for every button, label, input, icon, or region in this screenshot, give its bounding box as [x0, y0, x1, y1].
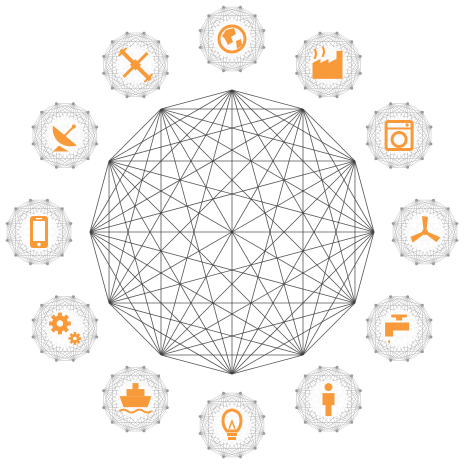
smartphone-icon	[30, 216, 48, 248]
mesh-edge	[108, 302, 162, 356]
person-icon	[322, 383, 335, 417]
node-washing-machine	[365, 102, 433, 169]
mesh-edge	[160, 89, 233, 110]
node-gears	[31, 295, 99, 362]
node-layer	[5, 5, 459, 459]
mesh-edge	[89, 160, 110, 233]
mesh-edge	[160, 108, 356, 162]
central-mesh	[89, 89, 375, 375]
mini-mesh	[5, 198, 73, 266]
mesh-edge	[354, 231, 375, 304]
mesh-edge	[160, 108, 304, 356]
node-wind-turbine	[391, 198, 459, 266]
mesh-edge	[89, 231, 110, 304]
mini-mesh	[198, 391, 266, 459]
mesh-edge	[160, 108, 356, 304]
light-bulb-icon	[221, 408, 243, 440]
mesh-edge	[108, 160, 375, 233]
mesh-edge	[108, 160, 233, 375]
mesh-edge	[108, 108, 162, 304]
mesh-edge	[89, 231, 356, 304]
mesh-edge	[108, 302, 233, 375]
mesh-edge	[89, 160, 356, 233]
node-ship	[102, 365, 169, 433]
washing-machine-icon	[384, 120, 414, 151]
node-satellite	[102, 31, 169, 99]
mesh-edge	[160, 89, 233, 356]
mesh-edge	[89, 108, 162, 233]
mesh-edge	[231, 89, 304, 110]
mesh-edge	[89, 231, 304, 356]
mesh-edge	[231, 108, 304, 375]
ship-icon	[118, 383, 153, 414]
node-light-bulb	[198, 391, 266, 459]
mesh-edge	[160, 108, 233, 375]
mesh-edge	[302, 302, 356, 356]
mesh-edge	[89, 231, 162, 356]
water-faucet-icon	[385, 314, 410, 344]
mesh-edge	[160, 354, 233, 375]
node-globe	[198, 5, 266, 73]
mesh-edge	[231, 354, 304, 375]
gears-icon	[49, 312, 82, 345]
mesh-edge	[108, 108, 304, 304]
mesh-edge	[108, 108, 162, 162]
mini-mesh	[102, 31, 169, 99]
mesh-edge	[160, 160, 356, 356]
node-smartphone	[5, 198, 73, 266]
node-factory	[295, 31, 362, 99]
mesh-edge	[302, 108, 356, 162]
mesh-edge	[108, 160, 304, 356]
mesh-edge	[160, 108, 375, 233]
wind-turbine-icon	[410, 216, 441, 243]
mesh-edge	[231, 89, 304, 356]
node-water-faucet	[365, 295, 433, 362]
mesh-edge	[108, 160, 162, 356]
factory-icon	[312, 46, 343, 79]
mesh-edge	[108, 231, 375, 304]
node-person	[295, 365, 362, 433]
globe-icon	[217, 24, 247, 54]
mesh-edge	[354, 160, 375, 233]
satellite-dish-icon	[52, 124, 77, 152]
satellite-icon	[117, 47, 154, 83]
node-satellite-dish	[31, 102, 99, 169]
